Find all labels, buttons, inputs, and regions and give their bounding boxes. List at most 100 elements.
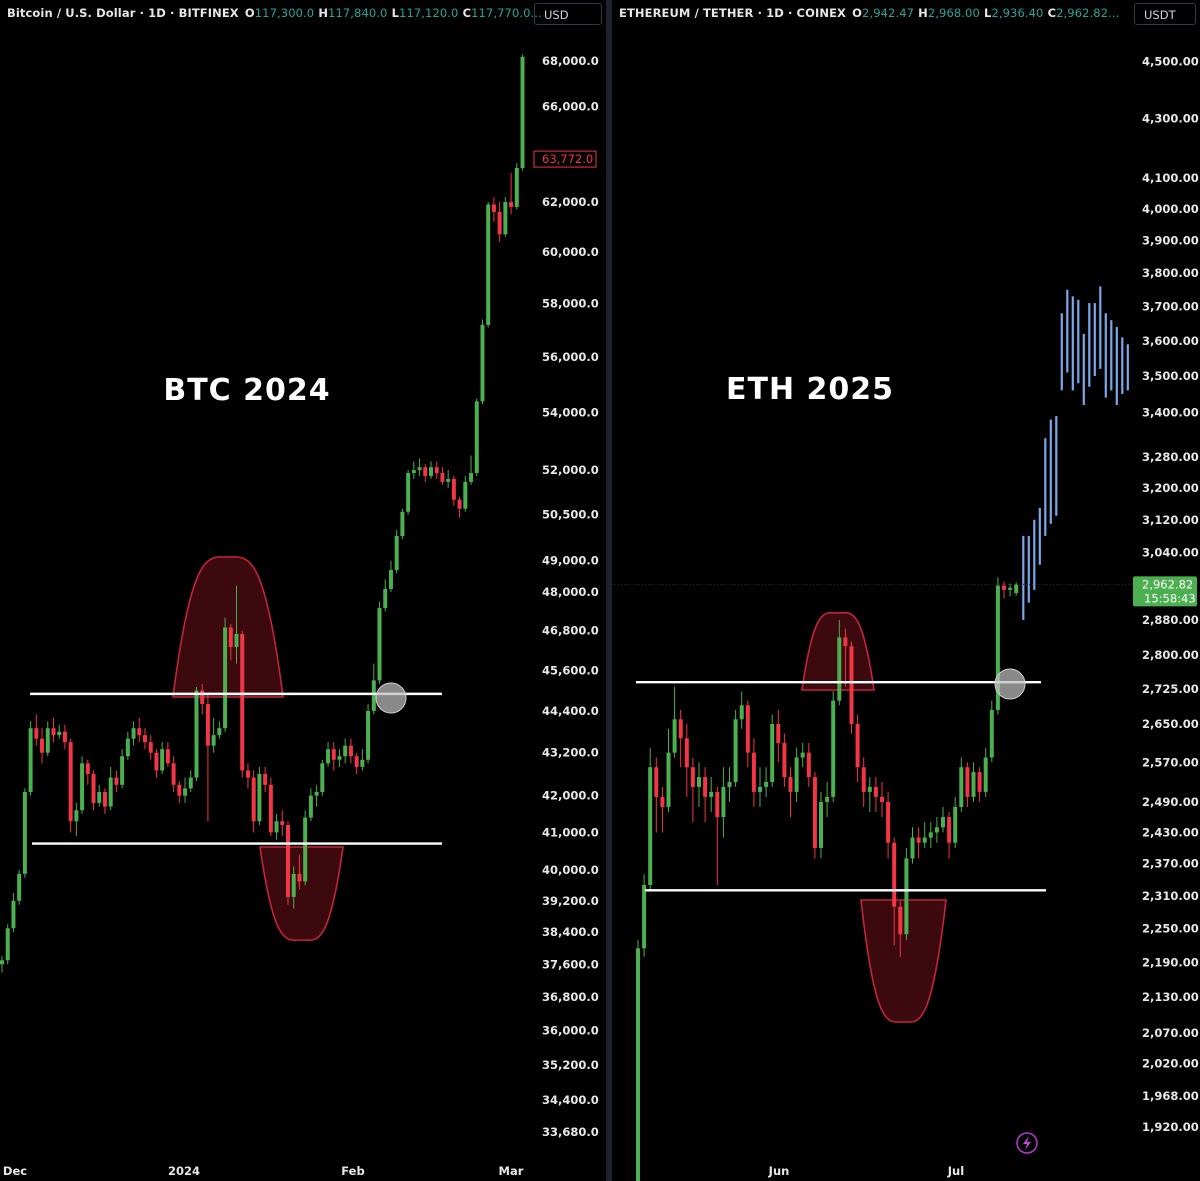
- candle: [297, 854, 302, 890]
- candle-body: [45, 728, 50, 753]
- candle-body: [922, 837, 927, 843]
- candle: [223, 617, 228, 732]
- candle: [188, 770, 193, 793]
- eth-chart-panel[interactable]: ETH 2025 4,500.00 4,300.00 4,100.00 4,000.00…: [612, 0, 1200, 1181]
- candle: [928, 822, 933, 848]
- candle-body: [102, 792, 107, 807]
- candle: [143, 728, 147, 750]
- candle: [794, 747, 799, 802]
- candle-body: [183, 788, 188, 796]
- candle: [709, 777, 714, 812]
- candle-body: [837, 637, 842, 701]
- y-axis-tick-label: 60,000.0: [542, 245, 599, 259]
- candle: [268, 777, 273, 837]
- candle: [469, 455, 474, 485]
- candle-body: [417, 467, 422, 471]
- y-axis-tick-label: 41,000.0: [542, 825, 599, 839]
- eth-close-value: 2,962.82...: [1056, 6, 1120, 20]
- eth-chart-canvas[interactable]: ETH 2025 4,500.00 4,300.00 4,100.00 4,000.00…: [612, 0, 1200, 1181]
- btc-low-label: L: [391, 6, 400, 20]
- x-axis-tick-label: Mar: [499, 1164, 524, 1178]
- candle-body: [57, 731, 62, 736]
- candle-body: [274, 821, 279, 833]
- btc-currency-button[interactable]: USD: [534, 3, 602, 25]
- candle-body: [739, 705, 744, 720]
- candle: [672, 686, 677, 758]
- panel-divider[interactable]: [606, 0, 612, 1181]
- x-axis-tick-label: 2024: [168, 1164, 200, 1178]
- candle: [68, 738, 73, 833]
- candle: [228, 624, 233, 661]
- y-axis-tick-label: 3,120.00: [1142, 513, 1199, 527]
- candle: [837, 619, 842, 706]
- candle: [648, 747, 653, 891]
- candle: [80, 756, 85, 814]
- eth-open-value: 2,942.47: [862, 6, 915, 20]
- lightning-icon-ring[interactable]: [1016, 1132, 1038, 1154]
- candle: [758, 767, 762, 807]
- candle: [291, 866, 296, 909]
- y-axis-tick-label: 45,600.0: [542, 663, 599, 677]
- candle: [1008, 583, 1013, 597]
- candle-body: [995, 585, 1000, 710]
- y-axis-tick-label: 2,070.00: [1142, 1026, 1199, 1040]
- candle-body: [819, 801, 823, 848]
- candle: [843, 628, 848, 687]
- btc-open-value: 117,300.0: [254, 6, 315, 20]
- eth-symbol-header: ETHEREUM / TETHER · 1D · COINEX O2,942.4…: [619, 6, 1119, 20]
- candle: [240, 630, 245, 778]
- candle-body: [348, 745, 353, 757]
- candle: [331, 742, 336, 771]
- y-axis-tick-label: 2,650.00: [1142, 717, 1199, 731]
- candle: [154, 749, 159, 778]
- candle-body: [377, 608, 382, 681]
- candle-body: [80, 763, 85, 811]
- y-axis-tick-label: 3,800.00: [1142, 266, 1199, 280]
- y-axis-tick-label: 3,500.00: [1142, 369, 1199, 383]
- candle-body: [28, 728, 33, 793]
- candle: [654, 757, 659, 833]
- candle-body: [286, 824, 290, 897]
- candle-body: [806, 752, 811, 778]
- candle: [642, 874, 647, 957]
- candle-body: [690, 767, 695, 787]
- candle: [934, 817, 939, 843]
- lightning-icon[interactable]: [1016, 1132, 1038, 1154]
- candle: [953, 796, 958, 848]
- candle-body: [251, 777, 256, 822]
- btc-chart-canvas[interactable]: BTC 2024 68,000.0 66,000.0 62,000.0 60,000.0…: [0, 0, 606, 1181]
- candle-body: [343, 745, 348, 757]
- candle: [457, 496, 462, 518]
- candle: [354, 752, 359, 775]
- candle: [497, 202, 502, 242]
- lightning-icon-bolt[interactable]: [1023, 1136, 1031, 1150]
- candle-body: [509, 202, 514, 207]
- candle-body: [733, 719, 738, 782]
- candle: [423, 464, 428, 482]
- btc-close-value: 117,770.0...: [471, 6, 542, 20]
- candle: [727, 767, 732, 802]
- candle: [74, 802, 79, 837]
- candle: [314, 784, 319, 807]
- candle: [904, 847, 909, 940]
- candle-body: [97, 792, 102, 803]
- eth-high-value: 2,968.00: [927, 6, 980, 20]
- candle: [776, 709, 781, 763]
- candle-body: [1008, 587, 1013, 590]
- candle-body: [800, 752, 805, 758]
- y-axis-tick-label: 68,000.0: [542, 54, 599, 68]
- btc-symbol-name: Bitcoin / U.S. Dollar · 1D · BITFINEX: [7, 6, 239, 20]
- candle: [194, 687, 199, 782]
- eth-currency-button[interactable]: USDT: [1134, 3, 1196, 25]
- candle-body: [114, 777, 119, 785]
- y-axis-tick-label: 39,200.0: [542, 894, 599, 908]
- y-axis-tick-label: 46,800.0: [542, 624, 599, 638]
- candle-body: [934, 827, 939, 833]
- candle-body: [388, 570, 393, 589]
- candle: [411, 461, 416, 479]
- y-axis-tick-label: 3,600.00: [1142, 334, 1199, 348]
- y-axis-tick-label: 4,300.00: [1142, 112, 1199, 126]
- candle: [125, 731, 130, 760]
- candle-body: [916, 837, 921, 843]
- btc-chart-panel[interactable]: BTC 2024 68,000.0 66,000.0 62,000.0 60,000.0…: [0, 0, 606, 1181]
